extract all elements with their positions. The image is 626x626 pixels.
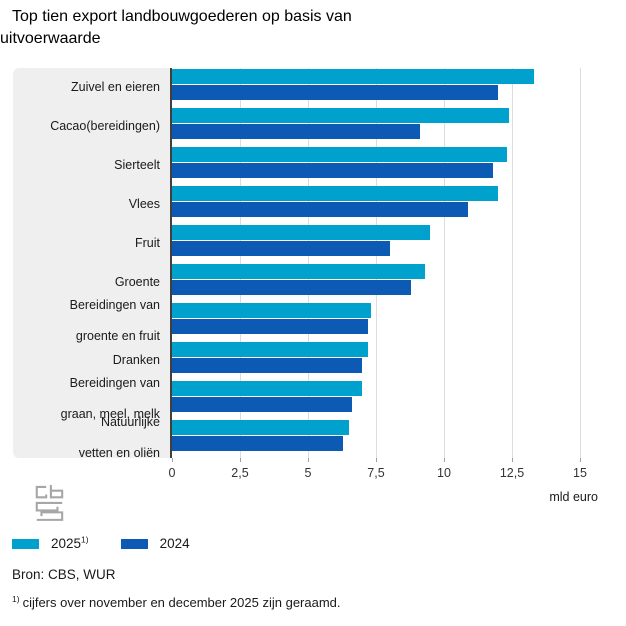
x-tick-label: 2,5 [231, 466, 249, 480]
category-label: Fruit [135, 235, 160, 250]
footnote-marker: 1) [12, 593, 20, 604]
x-tick [444, 458, 445, 462]
x-tick [172, 458, 173, 462]
bar-group [172, 224, 612, 263]
bar-chart: Zuivel en eieren Cacao(bereidingen) Sierte… [13, 68, 612, 521]
bar-2025[interactable] [172, 420, 349, 435]
category-label: Groente [114, 274, 160, 289]
bar-2024[interactable] [172, 124, 420, 139]
x-tick-label: 7,5 [367, 466, 385, 480]
gridline [307, 68, 309, 458]
category-label: Sierteelt [114, 157, 160, 172]
bar-2024[interactable] [172, 436, 344, 451]
y-axis-line [170, 68, 172, 458]
bar-2024[interactable] [172, 241, 390, 256]
bar-2024[interactable] [172, 358, 363, 373]
chart-title: Top tien export landbouwgoederen op basi… [0, 6, 352, 50]
chart-title-line1: Top tien export landbouwgoederen op basi… [12, 8, 352, 25]
bar-group [172, 107, 612, 146]
gridline [511, 68, 513, 458]
category-label: Cacao(bereidingen) [50, 118, 160, 133]
legend-item-2024[interactable]: 2024 [120, 536, 190, 551]
bar-2024[interactable] [172, 397, 352, 412]
gridline [579, 68, 581, 458]
legend-item-2025[interactable]: 20251) [12, 534, 89, 551]
bar-2024[interactable] [172, 319, 368, 334]
legend-label: 20251) [51, 534, 89, 551]
gridline [239, 68, 241, 458]
gridline [375, 68, 377, 458]
bar-2025[interactable] [172, 225, 431, 240]
x-tick [580, 458, 581, 462]
bar-2024[interactable] [172, 85, 499, 100]
x-tick-label: 5 [304, 466, 312, 480]
footnote-body: cijfers over november en december 2025 z… [22, 595, 341, 610]
x-axis-ticks [13, 458, 612, 463]
x-tick-label: 10 [437, 466, 451, 480]
category-label: Vlees [128, 196, 160, 211]
cbs-logo [35, 485, 64, 521]
bar-group [172, 146, 612, 185]
category-label: Bereidingen van graan, meel, melk [60, 376, 160, 422]
bar-2025[interactable] [172, 264, 425, 279]
bar-2025[interactable] [172, 342, 368, 357]
x-axis-labels: 0 2,5 5 7,5 10 12,5 15 [13, 466, 612, 482]
bar-2025[interactable] [172, 381, 363, 396]
bar-2024[interactable] [172, 280, 412, 295]
x-tick [240, 458, 241, 462]
category-label-panel: Zuivel en eieren Cacao(bereidingen) Sierte… [13, 68, 170, 461]
legend-swatch [120, 538, 148, 549]
gridline [443, 68, 445, 458]
category-label: Dranken [112, 352, 160, 367]
category-label: Bereidingen van groente en fruit [69, 298, 160, 344]
category-label: Zuivel en eieren [71, 79, 160, 94]
bar-group [172, 419, 612, 458]
x-tick [512, 458, 513, 462]
bar-group [172, 302, 612, 341]
x-tick [376, 458, 377, 462]
bar-2025[interactable] [172, 108, 510, 123]
footnote-text: 1) cijfers over november en december 2025… [12, 593, 341, 610]
plot-area [172, 68, 612, 458]
x-tick-label: 15 [573, 466, 587, 480]
x-tick-label: 12,5 [499, 466, 525, 480]
legend: 20251) 2024 [12, 534, 212, 551]
bar-2025[interactable] [172, 147, 507, 162]
bar-group [172, 263, 612, 302]
bar-group [172, 185, 612, 224]
category-label: Natuurlijke vetten en oliën [78, 415, 160, 461]
legend-label: 2024 [159, 536, 190, 551]
bar-2025[interactable] [172, 69, 534, 84]
x-tick [308, 458, 309, 462]
bar-group [172, 380, 612, 419]
legend-swatch [12, 538, 39, 549]
x-axis-unit-label: mld euro [549, 490, 598, 504]
chart-title-line2: uitvoerwaarde [0, 30, 101, 47]
source-text: Bron: CBS, WUR [12, 567, 116, 582]
bar-2025[interactable] [172, 186, 499, 201]
bar-group [172, 341, 612, 380]
bar-2024[interactable] [172, 202, 469, 217]
bar-group [172, 68, 612, 107]
bar-2024[interactable] [172, 163, 493, 178]
bar-2025[interactable] [172, 303, 371, 318]
x-tick-label: 0 [168, 466, 176, 480]
